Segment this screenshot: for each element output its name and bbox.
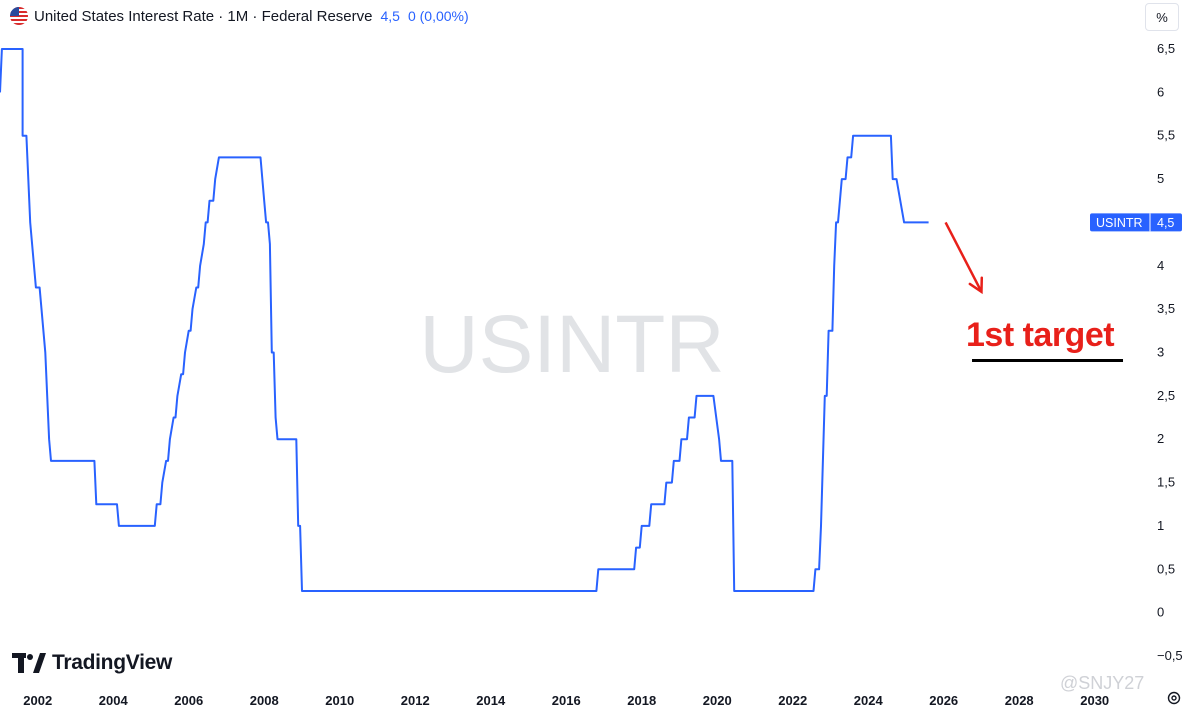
- chart-title[interactable]: United States Interest Rate · 1M · Feder…: [34, 7, 373, 25]
- target-annotation: 1st target: [966, 316, 1115, 354]
- x-tick-label: 2014: [476, 693, 506, 708]
- y-tick-label: 2,5: [1157, 388, 1175, 403]
- credit-text: @SNJY27: [1060, 673, 1145, 693]
- last-value-label: USINTR 4,5: [1090, 213, 1182, 232]
- target-arrow: [944, 221, 983, 293]
- y-tick-label: −0,5: [1157, 648, 1183, 663]
- tradingview-logo[interactable]: TradingView: [12, 651, 172, 675]
- last-value-symbol: USINTR: [1096, 216, 1143, 230]
- chart-header: United States Interest Rate · 1M · Feder…: [10, 5, 469, 27]
- y-tick-label: 4: [1157, 258, 1164, 273]
- x-tick-label: 2008: [250, 693, 279, 708]
- y-tick-label: 1: [1157, 518, 1164, 533]
- last-value-number: 4,5: [1157, 216, 1174, 230]
- y-tick-label: 2: [1157, 431, 1164, 446]
- x-tick-label: 2018: [627, 693, 656, 708]
- x-tick-label: 2012: [401, 693, 430, 708]
- x-tick-label: 2016: [552, 693, 581, 708]
- x-axis[interactable]: 2002 2004 2006 2008 2010 2012 2014 2016 2018 2020…: [23, 693, 1109, 708]
- series-layer: [0, 48, 929, 592]
- last-value-badge: [1090, 213, 1182, 232]
- y-tick-label: 6: [1157, 84, 1164, 99]
- symbol-watermark: USINTR: [419, 299, 724, 390]
- brand-name: TradingView: [52, 651, 173, 674]
- annotation-layer: [944, 221, 1124, 362]
- y-tick-label: 5,5: [1157, 128, 1175, 143]
- tradingview-logo-icon: [12, 653, 46, 673]
- x-tick-label: 2022: [778, 693, 807, 708]
- y-tick-label: 6,5: [1157, 41, 1175, 56]
- credit-watermark: @SNJY27: [1060, 673, 1144, 694]
- y-tick-label: 0: [1157, 605, 1164, 620]
- gear-icon[interactable]: [1166, 690, 1182, 706]
- x-tick-label: 2010: [325, 693, 354, 708]
- x-tick-label: 2030: [1080, 693, 1109, 708]
- x-tick-label: 2026: [929, 693, 958, 708]
- x-tick-label: 2002: [23, 693, 52, 708]
- target-arrow-head: [968, 276, 984, 295]
- x-tick-label: 2004: [99, 693, 129, 708]
- x-tick-label: 2020: [703, 693, 732, 708]
- us-flag-icon: [10, 7, 28, 25]
- x-tick-label: 2006: [174, 693, 203, 708]
- y-tick-label: 1,5: [1157, 475, 1175, 490]
- x-tick-label: 2024: [854, 693, 884, 708]
- y-axis[interactable]: 6,5 6 5,5 5 4,5 4 3,5 3 2,5 2 1,5 1 0,5 0 −0,5: [1157, 41, 1183, 663]
- header-last-value: 4,5: [380, 8, 400, 24]
- y-tick-label: 5: [1157, 171, 1164, 186]
- y-tick-label: 3: [1157, 345, 1164, 360]
- unit-toggle-button[interactable]: %: [1145, 3, 1179, 31]
- x-tick-label: 2028: [1005, 693, 1034, 708]
- series-line[interactable]: [0, 48, 929, 592]
- y-tick-label: 0,5: [1157, 561, 1175, 576]
- y-tick-label: 3,5: [1157, 301, 1175, 316]
- header-change: 0 (0,00%): [407, 8, 469, 24]
